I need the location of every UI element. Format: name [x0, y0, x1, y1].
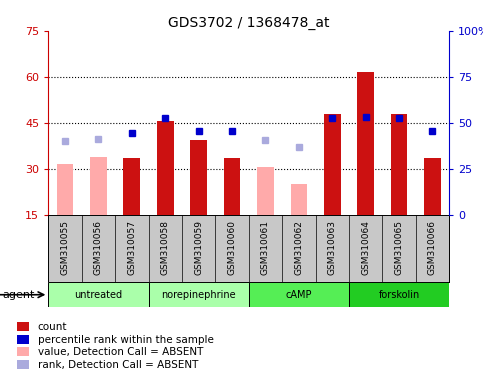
Bar [48, 282, 149, 307]
Text: cAMP: cAMP [285, 290, 312, 300]
Text: norepinephrine: norepinephrine [161, 290, 236, 300]
Text: GSM310056: GSM310056 [94, 220, 103, 275]
Title: GDS3702 / 1368478_at: GDS3702 / 1368478_at [168, 16, 329, 30]
Bar [224, 158, 241, 215]
Text: GSM310055: GSM310055 [60, 220, 70, 275]
Bar [357, 72, 374, 215]
Text: GSM310059: GSM310059 [194, 220, 203, 275]
Text: GSM310064: GSM310064 [361, 220, 370, 275]
Bar [57, 164, 73, 215]
Legend: count, percentile rank within the sample, value, Detection Call = ABSENT, rank, : count, percentile rank within the sample… [15, 320, 216, 372]
Text: untreated: untreated [74, 290, 123, 300]
Text: GSM310061: GSM310061 [261, 220, 270, 275]
Text: GSM310063: GSM310063 [328, 220, 337, 275]
Text: GSM310062: GSM310062 [294, 220, 303, 275]
Bar [90, 157, 107, 215]
Bar [149, 282, 249, 307]
Bar [349, 282, 449, 307]
Bar [190, 140, 207, 215]
Text: GSM310058: GSM310058 [161, 220, 170, 275]
Bar [324, 114, 341, 215]
Text: GSM310060: GSM310060 [227, 220, 237, 275]
Bar [424, 158, 441, 215]
Text: GSM310057: GSM310057 [128, 220, 136, 275]
Text: GSM310066: GSM310066 [428, 220, 437, 275]
Bar [257, 167, 274, 215]
Bar [391, 114, 408, 215]
Bar [124, 158, 140, 215]
Text: GSM310065: GSM310065 [395, 220, 404, 275]
Bar [290, 184, 307, 215]
Text: agent: agent [2, 290, 35, 300]
Text: forskolin: forskolin [379, 290, 420, 300]
Bar [157, 121, 173, 215]
Bar [249, 282, 349, 307]
